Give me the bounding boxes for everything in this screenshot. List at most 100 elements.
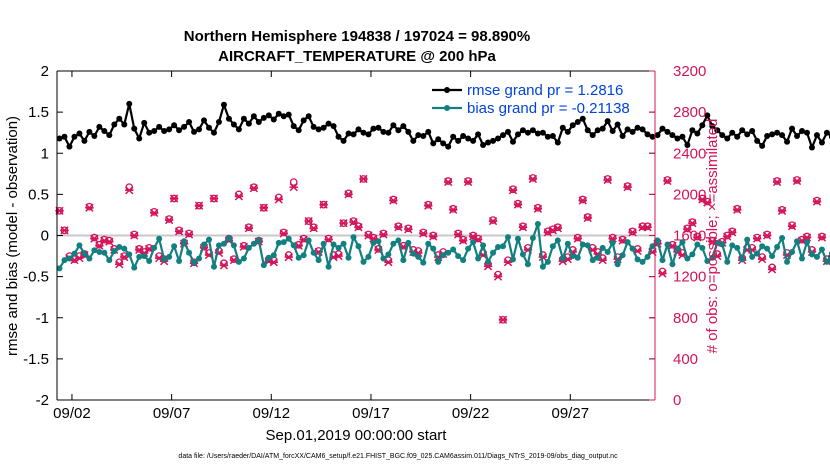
bias-point bbox=[465, 245, 472, 252]
bias-point bbox=[679, 239, 686, 246]
bias-point bbox=[91, 247, 98, 254]
rmse-point bbox=[186, 118, 193, 125]
possible-obs-marker bbox=[553, 223, 562, 232]
rmse-point bbox=[500, 132, 507, 139]
bias-point bbox=[390, 240, 397, 247]
bias-point bbox=[66, 255, 73, 262]
rmse-point bbox=[141, 119, 148, 126]
bias-point bbox=[370, 239, 377, 246]
possible-obs-marker bbox=[220, 259, 228, 268]
bias-point bbox=[425, 240, 432, 247]
rmse-point bbox=[81, 137, 88, 144]
rmse-point bbox=[191, 128, 198, 135]
assimilated-obs-marker bbox=[60, 226, 69, 235]
bias-point bbox=[220, 240, 227, 247]
assimilated-obs-marker bbox=[234, 192, 244, 201]
possible-obs-marker bbox=[95, 240, 104, 249]
bias-point bbox=[210, 263, 217, 270]
bias-point bbox=[375, 238, 382, 245]
possible-obs-marker bbox=[464, 177, 472, 185]
possible-obs-marker bbox=[723, 231, 732, 240]
possible-obs-marker bbox=[115, 258, 124, 267]
bias-point bbox=[320, 240, 327, 247]
bias-point bbox=[803, 239, 810, 246]
rmse-point bbox=[56, 135, 63, 142]
assimilated-obs-marker bbox=[379, 230, 388, 239]
bias-point bbox=[76, 242, 83, 249]
rmse-point bbox=[310, 123, 317, 130]
possible-obs-marker bbox=[235, 190, 243, 199]
bias-point bbox=[455, 253, 462, 260]
rmse-point bbox=[295, 127, 302, 134]
bias-point bbox=[121, 245, 128, 252]
bias-point bbox=[126, 251, 133, 258]
bias-point bbox=[350, 234, 357, 241]
rmse-point bbox=[554, 139, 561, 146]
bias-point bbox=[724, 258, 731, 265]
rmse-point bbox=[395, 127, 402, 134]
rmse-point bbox=[584, 127, 591, 134]
possible-obs-marker bbox=[344, 189, 353, 198]
rmse-point bbox=[435, 136, 442, 143]
assimilated-obs-marker bbox=[767, 265, 777, 274]
rmse-point bbox=[569, 122, 576, 129]
assimilated-obs-marker bbox=[194, 201, 204, 210]
bias-point bbox=[704, 257, 711, 264]
assimilated-obs-marker bbox=[443, 177, 453, 187]
possible-obs-marker bbox=[529, 174, 537, 182]
bias-point bbox=[205, 236, 212, 243]
bias-point bbox=[574, 254, 581, 261]
rmse-point bbox=[305, 113, 312, 120]
assimilated-obs-marker bbox=[553, 224, 563, 233]
rmse-point bbox=[285, 111, 292, 118]
bias-point bbox=[240, 255, 247, 262]
assimilated-obs-marker bbox=[174, 227, 184, 236]
bias-point bbox=[146, 257, 153, 264]
rmse-point bbox=[639, 126, 646, 133]
y-tick-label-right: 2800 bbox=[673, 104, 706, 121]
rmse-point bbox=[619, 132, 626, 139]
bias-point bbox=[420, 259, 427, 266]
rmse-point bbox=[704, 112, 711, 119]
rmse-point bbox=[445, 143, 452, 150]
bias-point bbox=[275, 239, 282, 246]
rmse-point bbox=[485, 139, 492, 146]
assimilated-obs-marker bbox=[259, 203, 269, 212]
assimilated-obs-marker bbox=[319, 200, 328, 209]
assimilated-obs-marker bbox=[603, 175, 612, 185]
bias-point bbox=[230, 242, 237, 249]
assimilated-obs-marker bbox=[483, 262, 493, 271]
assimilated-obs-marker bbox=[493, 272, 503, 281]
rmse-point bbox=[794, 132, 801, 139]
assimilated-obs-marker bbox=[309, 224, 318, 233]
rmse-point bbox=[495, 135, 502, 142]
rmse-point bbox=[375, 124, 382, 131]
bias-point bbox=[345, 254, 352, 261]
bias-point bbox=[729, 242, 736, 249]
rmse-point bbox=[220, 101, 227, 108]
y-tick-label-left: 1.5 bbox=[28, 104, 49, 121]
y-tick-label-right: 3200 bbox=[673, 63, 706, 80]
y-tick-label-right: 2000 bbox=[673, 186, 706, 203]
rmse-point bbox=[260, 114, 267, 121]
bias-point bbox=[470, 239, 477, 246]
rmse-point bbox=[534, 130, 541, 137]
bias-point bbox=[380, 255, 387, 262]
assimilated-obs-marker bbox=[244, 224, 254, 233]
rmse-point bbox=[589, 132, 596, 139]
rmse-point bbox=[71, 133, 78, 140]
possible-obs-marker bbox=[578, 195, 587, 204]
bias-point bbox=[629, 245, 636, 252]
rmse-point bbox=[564, 128, 571, 135]
assimilated-obs-marker bbox=[628, 228, 637, 237]
assimilated-obs-marker bbox=[528, 174, 538, 184]
rmse-point bbox=[270, 116, 277, 123]
bias-point bbox=[784, 258, 791, 265]
bias-point bbox=[196, 255, 203, 262]
rmse-point bbox=[614, 121, 621, 128]
rmse-point bbox=[96, 123, 103, 130]
possible-obs-marker bbox=[279, 228, 288, 237]
bias-point bbox=[684, 255, 691, 262]
rmse-point bbox=[225, 115, 232, 122]
bias-point bbox=[504, 234, 511, 241]
